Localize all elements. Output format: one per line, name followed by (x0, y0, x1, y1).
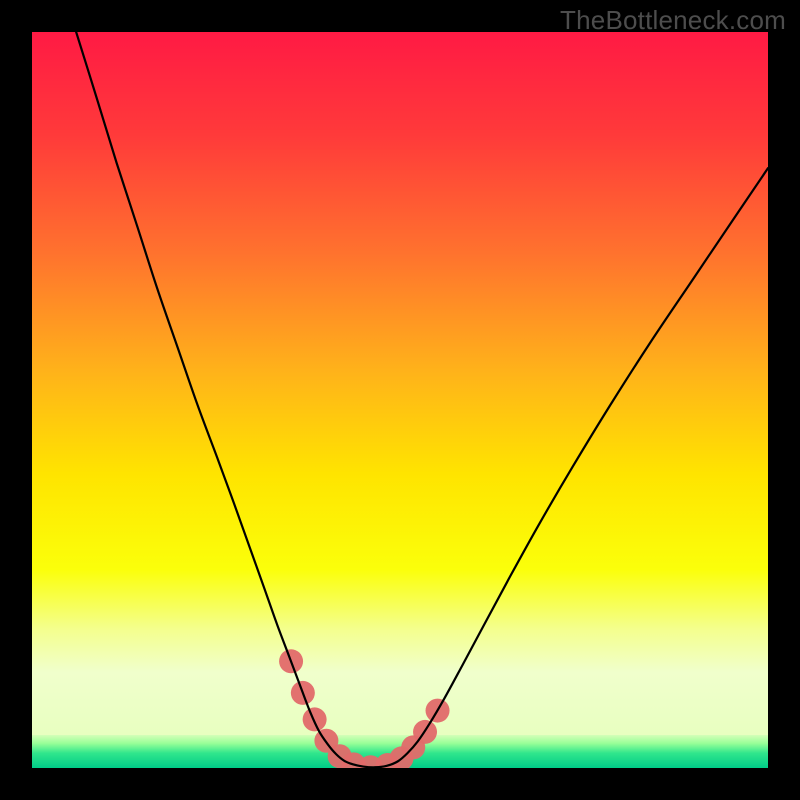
highlight-marker-group (279, 649, 449, 768)
highlight-marker (303, 707, 327, 731)
chart-plot-area (32, 32, 768, 768)
chart-svg-layer (32, 32, 768, 768)
bottleneck-curve (76, 32, 768, 767)
watermark-text: TheBottleneck.com (560, 5, 786, 36)
